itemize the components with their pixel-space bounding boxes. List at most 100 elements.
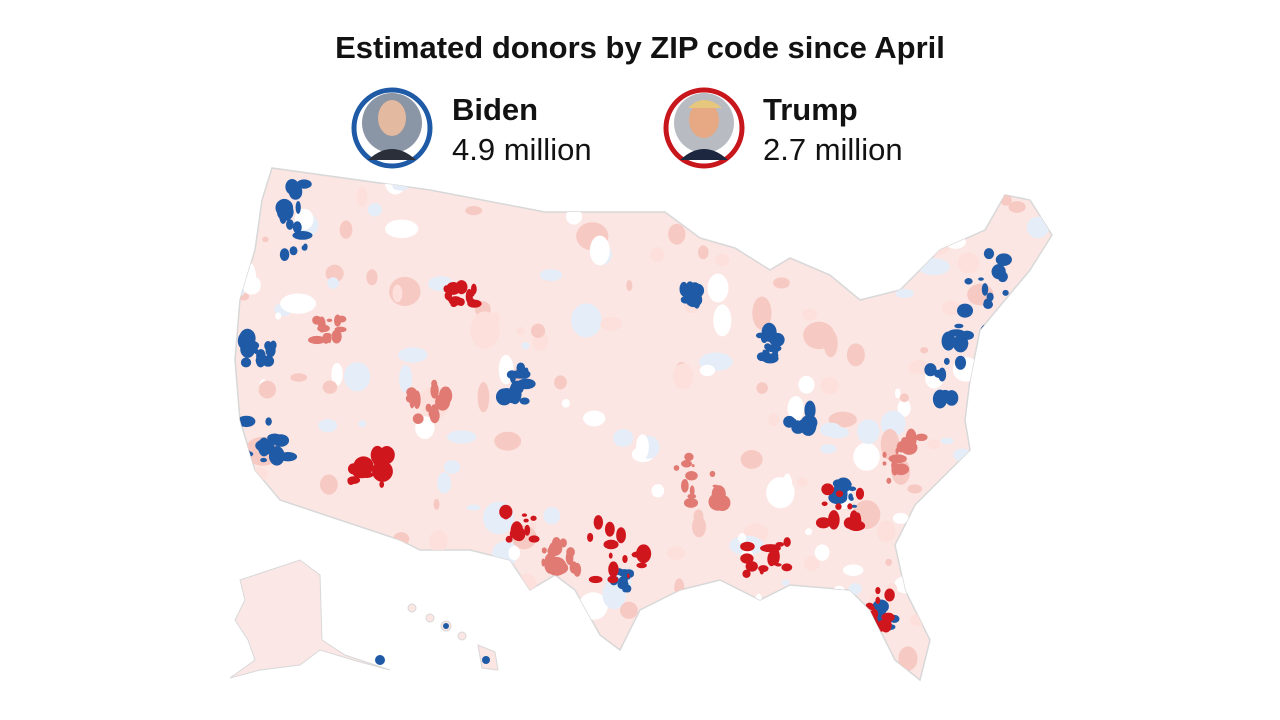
zip-patch bbox=[530, 323, 546, 339]
zip-patch bbox=[821, 519, 829, 526]
zip-patch bbox=[941, 331, 956, 351]
zip-patch bbox=[587, 532, 594, 542]
zip-patch bbox=[1036, 336, 1045, 346]
zip-patch bbox=[960, 330, 974, 341]
zip-patch bbox=[516, 378, 536, 390]
zip-patch bbox=[980, 532, 994, 555]
zip-patch bbox=[260, 457, 267, 463]
zip-patch bbox=[519, 397, 530, 405]
zip-patch bbox=[276, 203, 294, 221]
zip-patch bbox=[322, 380, 338, 394]
zip-patch bbox=[516, 573, 537, 594]
zip-patch bbox=[945, 614, 976, 634]
zip-patch bbox=[870, 621, 887, 632]
zip-patch bbox=[683, 497, 699, 508]
zip-patch bbox=[668, 223, 686, 245]
zip-patch bbox=[957, 252, 980, 274]
zip-patch bbox=[521, 342, 530, 350]
legend-biden: Biden 4.9 million bbox=[351, 87, 592, 169]
zip-patch bbox=[681, 460, 692, 468]
zip-patch bbox=[417, 645, 445, 675]
zip-patch bbox=[832, 585, 847, 603]
zip-patch bbox=[528, 535, 540, 543]
zip-patch bbox=[886, 477, 892, 484]
zip-patch bbox=[740, 553, 754, 564]
zip-patch bbox=[465, 205, 483, 216]
zip-patch bbox=[359, 471, 374, 479]
zip-patch bbox=[945, 493, 960, 504]
zip-patch bbox=[685, 471, 698, 481]
zip-patch bbox=[940, 437, 954, 445]
candidate-total: 2.7 million bbox=[763, 132, 903, 167]
zip-patch bbox=[512, 527, 526, 542]
zip-patch bbox=[398, 347, 428, 363]
zip-patch bbox=[353, 548, 376, 571]
zip-patch bbox=[846, 343, 865, 367]
zip-patch bbox=[378, 452, 384, 459]
zip-patch bbox=[940, 631, 957, 651]
zip-patch bbox=[553, 173, 569, 189]
zip-patch bbox=[616, 527, 626, 544]
zip-patch bbox=[530, 515, 537, 521]
zip-patch bbox=[674, 578, 685, 597]
zip-patch bbox=[541, 547, 547, 554]
zip-patch bbox=[1002, 315, 1011, 324]
zip-patch bbox=[1033, 263, 1048, 283]
zip-patch bbox=[339, 220, 353, 239]
zip-patch bbox=[561, 398, 571, 408]
us-outline bbox=[234, 167, 1053, 681]
zip-patch bbox=[607, 575, 619, 584]
zip-patch bbox=[752, 296, 772, 330]
zip-patch bbox=[956, 499, 973, 524]
zip-patch bbox=[881, 612, 895, 622]
zip-patch bbox=[964, 277, 973, 285]
avatar-face bbox=[378, 100, 406, 136]
zip-patch bbox=[470, 311, 500, 349]
zip-patch bbox=[1026, 216, 1049, 239]
zip-patch bbox=[508, 545, 521, 561]
zip-patch bbox=[1007, 183, 1023, 196]
zip-patch bbox=[961, 538, 968, 547]
zip-patch bbox=[740, 449, 763, 469]
zip-patch bbox=[954, 533, 963, 550]
zip-patch bbox=[765, 344, 782, 353]
zip-patch bbox=[726, 645, 736, 660]
zip-patch bbox=[258, 380, 276, 399]
zip-patch bbox=[756, 352, 767, 362]
zip-patch bbox=[689, 485, 695, 497]
zip-patch bbox=[347, 478, 355, 485]
zip-patch bbox=[268, 452, 273, 461]
zip-patch bbox=[853, 442, 880, 471]
zip-patch bbox=[358, 420, 367, 428]
zip-patch bbox=[428, 410, 434, 418]
zip-patch bbox=[954, 323, 964, 329]
zip-patch bbox=[907, 484, 923, 494]
zip-patch bbox=[687, 493, 697, 499]
zip-patch bbox=[714, 253, 730, 267]
zip-patch bbox=[768, 413, 780, 427]
zip-patch bbox=[1045, 203, 1052, 213]
zip-patch bbox=[275, 312, 282, 320]
zip-patch bbox=[885, 558, 893, 566]
zip-patch bbox=[235, 177, 255, 205]
zip-patch bbox=[625, 571, 635, 578]
zip-patch bbox=[506, 370, 518, 379]
zip-patch bbox=[943, 357, 950, 365]
zip-patch bbox=[983, 298, 992, 308]
hawaii-patches bbox=[375, 623, 490, 665]
us-map bbox=[229, 167, 1053, 681]
zip-patch bbox=[613, 429, 634, 447]
zip-patch bbox=[285, 178, 299, 195]
zip-patch bbox=[667, 546, 686, 560]
zip-patch bbox=[804, 400, 816, 420]
zip-patch bbox=[848, 493, 853, 501]
zip-patch bbox=[343, 362, 371, 392]
zip-patch bbox=[565, 208, 583, 225]
zip-patch bbox=[848, 486, 857, 492]
zip-patch bbox=[938, 579, 951, 591]
zip-patch bbox=[1008, 201, 1026, 213]
zip-patch bbox=[738, 533, 747, 544]
zip-patch bbox=[353, 632, 367, 652]
